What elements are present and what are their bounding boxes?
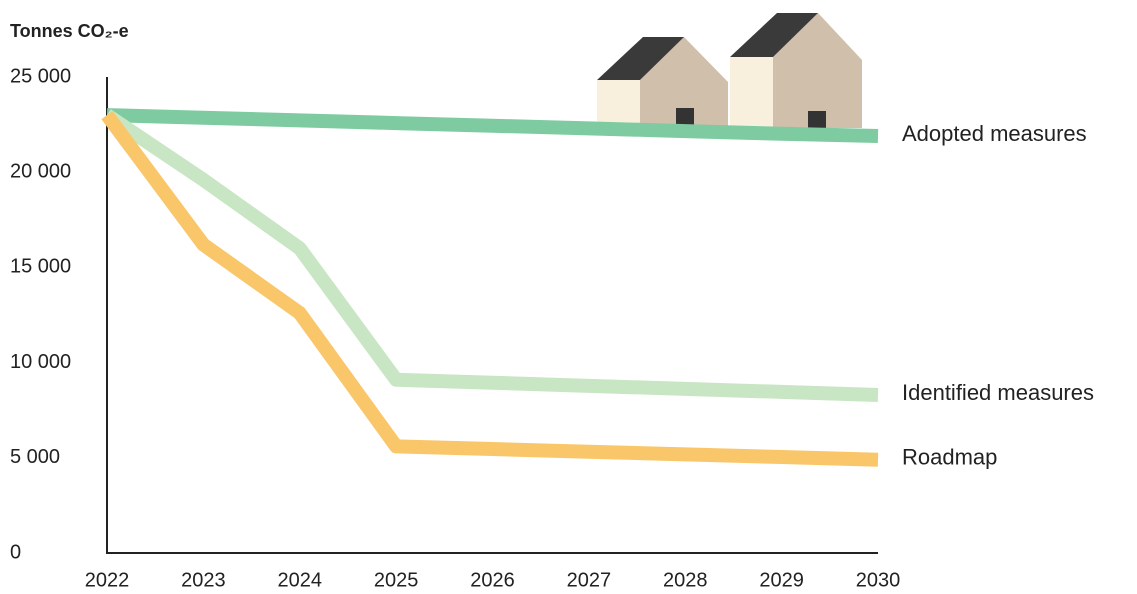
- y-tick-label: 20 000: [10, 160, 71, 182]
- x-tick-label: 2026: [470, 569, 515, 591]
- x-tick-label: 2030: [856, 569, 901, 591]
- x-tick-label: 2023: [181, 569, 226, 591]
- x-tick-label: 2024: [278, 569, 323, 591]
- y-tick-label: 5 000: [10, 446, 60, 468]
- x-tick-label: 2028: [663, 569, 708, 591]
- series-label: Roadmap: [902, 445, 997, 470]
- houses-illustration: [597, 13, 862, 128]
- series-label: Adopted measures: [902, 121, 1087, 146]
- x-tick-label: 2029: [759, 569, 804, 591]
- series-line: [101, 110, 879, 467]
- y-tick-label: 10 000: [10, 351, 71, 373]
- y-tick-label: 15 000: [10, 256, 71, 278]
- series-line: [103, 109, 879, 402]
- y-tick-label: 25 000: [10, 65, 71, 87]
- x-tick-label: 2025: [374, 569, 419, 591]
- series-line: [106, 108, 879, 144]
- y-axis-title: Tonnes CO₂-e: [10, 21, 129, 41]
- x-tick-label: 2027: [567, 569, 612, 591]
- series-label: Identified measures: [902, 380, 1094, 405]
- x-tick-label: 2022: [85, 569, 130, 591]
- y-tick-label: 0: [10, 541, 21, 563]
